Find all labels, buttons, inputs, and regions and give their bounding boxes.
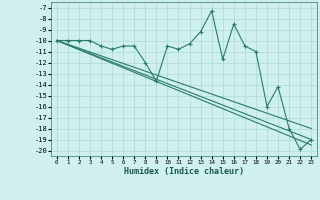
X-axis label: Humidex (Indice chaleur): Humidex (Indice chaleur) — [124, 167, 244, 176]
